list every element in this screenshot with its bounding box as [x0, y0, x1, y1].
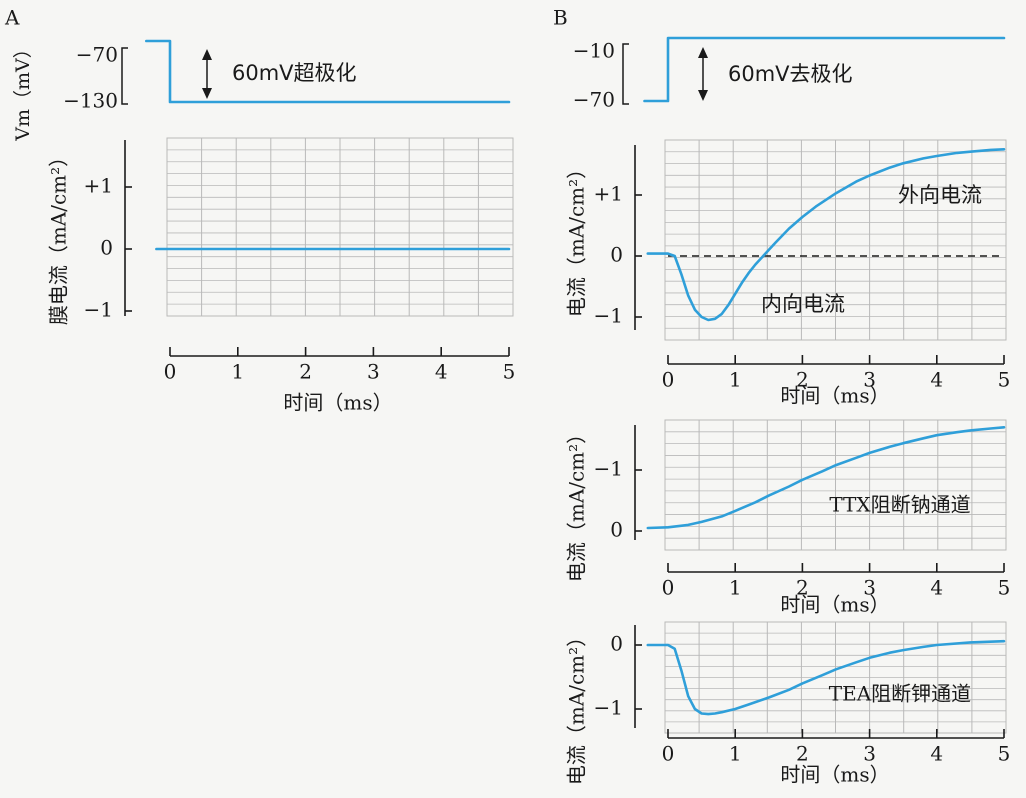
b3-x-tick-label: 3 [863, 742, 876, 766]
b3-current-trace [646, 639, 1006, 716]
a-current-y-tick-label: 0 [100, 236, 113, 260]
a-current-xlabel: 时间（ms） [283, 391, 392, 415]
a-current-x-tick-label: 0 [164, 360, 177, 384]
a-current-x-tick-label: 5 [503, 360, 516, 384]
b1-x-tick-label: 0 [662, 368, 675, 392]
b3-x-tick-label: 1 [729, 742, 742, 766]
b1-current-trace [646, 148, 1006, 322]
curves-layer [145, 36, 1006, 716]
a-voltage-tick-label: −70 [76, 43, 118, 67]
a-current-y-tick-label: −1 [84, 298, 113, 322]
b2-x-tick-label: 3 [863, 576, 876, 600]
b1-outward-label: 外向电流 [898, 183, 982, 207]
b-voltage-trace [643, 36, 1006, 103]
a-current-x-tick-label: 4 [435, 360, 448, 384]
b2-x-tick-label: 0 [662, 576, 675, 600]
a-current-x-tick-label: 1 [231, 360, 244, 384]
b1-xlabel: 时间（ms） [780, 384, 889, 408]
a-voltage-tick-label: −130 [63, 89, 118, 113]
b3-x-tick-label: 0 [662, 742, 675, 766]
b1-x-tick-label: 4 [930, 368, 943, 392]
a-voltage-ylabel: Vm（mV） [12, 39, 34, 141]
b1-ylabel: 电流（mA/cm²） [565, 159, 589, 317]
b-voltage-tick-label: −10 [573, 39, 615, 63]
a-voltage-bracket [121, 47, 128, 105]
b2-x-tick-label: 5 [998, 576, 1011, 600]
b1-grid [664, 139, 1007, 341]
b2-current-trace [646, 426, 1006, 530]
axes-layer [121, 43, 1005, 739]
b1-x-tick-label: 5 [998, 368, 1011, 392]
b1-x-tick-label: 1 [729, 368, 742, 392]
grid-layer [166, 137, 1007, 734]
b-voltage-tick-label: −70 [573, 88, 615, 112]
b2-x-tick-label: 4 [930, 576, 943, 600]
b3-xlabel: 时间（ms） [780, 763, 889, 787]
panel-letter-a: A [4, 6, 20, 30]
a-step-annotation: 60mV超极化 [232, 61, 357, 85]
a-current-y-tick-label: +1 [84, 174, 113, 198]
b2-y-tick-label: −1 [594, 457, 623, 481]
a-current-x-tick-label: 3 [367, 360, 380, 384]
b2-xlabel: 时间（ms） [780, 593, 889, 617]
a-current-x-tick-label: 2 [299, 360, 312, 384]
b-step-arrow-head-up [698, 47, 708, 58]
b3-x-tick-label: 2 [796, 742, 809, 766]
a-step-arrow-head-up [202, 49, 212, 60]
b-voltage-bracket [622, 43, 629, 105]
b1-x-tick-label: 2 [796, 368, 809, 392]
a-current-ylabel: 膜电流（mA/cm²） [47, 147, 71, 325]
a-voltage-trace [145, 39, 511, 104]
a-current-grid [166, 137, 514, 317]
b1-y-tick-label: −1 [594, 304, 623, 328]
b2-ylabel: 电流（mA/cm²） [565, 424, 589, 582]
a-step-arrow-head-down [202, 88, 212, 99]
b1-inward-label: 内向电流 [761, 292, 845, 316]
b2-x-tick-label: 2 [796, 576, 809, 600]
b1-x-tick-label: 3 [863, 368, 876, 392]
b3-ylabel: 电流（mA/cm²） [565, 627, 589, 785]
b3-tea-label: TEA阻断钾通道 [829, 682, 971, 706]
b2-x-tick-label: 1 [729, 576, 742, 600]
b3-y-tick-label: −1 [594, 696, 623, 720]
b2-ttx-label: TTX阻断钠通道 [829, 493, 970, 517]
b-step-annotation: 60mV去极化 [728, 62, 853, 86]
b3-grid [664, 621, 1007, 734]
b3-x-tick-label: 4 [930, 742, 943, 766]
b1-y-tick-label: 0 [610, 243, 623, 267]
b3-x-tick-label: 5 [998, 742, 1011, 766]
b-step-arrow-head-down [698, 90, 708, 101]
b2-y-tick-label: 0 [610, 518, 623, 542]
panel-letter-b: B [553, 6, 568, 30]
b2-grid [664, 419, 1007, 551]
b3-y-tick-label: 0 [610, 632, 623, 656]
b1-y-tick-label: +1 [594, 182, 623, 206]
